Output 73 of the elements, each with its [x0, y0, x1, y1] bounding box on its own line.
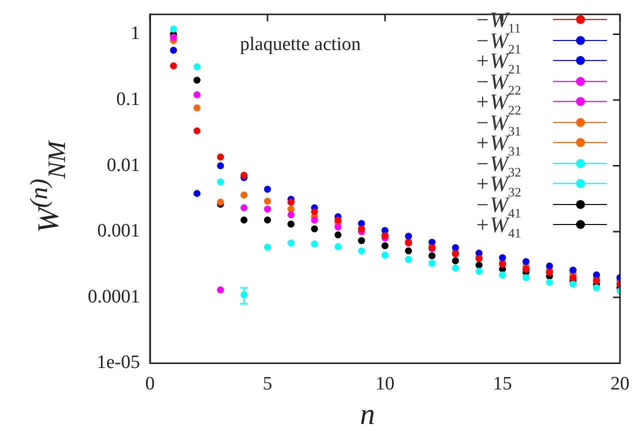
point: [240, 204, 248, 212]
point: [428, 238, 436, 246]
point: [452, 264, 459, 272]
point: [217, 162, 224, 170]
point: [170, 62, 177, 70]
point: [194, 104, 200, 112]
point: [334, 216, 342, 224]
point: [264, 206, 271, 213]
point: [288, 220, 294, 228]
point: [288, 240, 294, 247]
point: [428, 260, 436, 267]
point: [264, 186, 271, 193]
point: [358, 237, 365, 244]
point: [170, 26, 177, 32]
point: [452, 257, 459, 264]
point: [217, 178, 224, 186]
point: [476, 268, 482, 275]
x-tick-label: 5: [262, 374, 272, 395]
point: [405, 232, 412, 240]
annotation: plaquette action: [240, 34, 361, 56]
point: [334, 231, 342, 238]
x-tick-label: 15: [493, 374, 512, 395]
point: [264, 244, 271, 251]
point: [194, 127, 200, 134]
point: [452, 244, 459, 252]
point: [522, 274, 530, 282]
point: [405, 247, 412, 254]
y-tick-label: 1e-05: [96, 352, 140, 374]
point: [240, 192, 248, 198]
y-tick-label: 0.01: [106, 154, 140, 176]
point: [593, 284, 600, 292]
point: [334, 223, 342, 230]
point: [382, 252, 388, 259]
point: [546, 262, 553, 270]
point: [570, 266, 576, 274]
point: [311, 225, 318, 232]
point: [358, 247, 365, 254]
point: [311, 216, 318, 224]
point: [570, 280, 576, 288]
y-tick-label: 1: [130, 23, 140, 44]
point: [240, 172, 248, 179]
point: [382, 242, 388, 250]
x-tick-label: 20: [610, 374, 630, 395]
point: [217, 154, 224, 161]
point: [405, 256, 412, 263]
point: [194, 76, 200, 84]
point: [499, 254, 506, 262]
point: [288, 198, 294, 206]
point: [217, 286, 224, 294]
point: [288, 211, 294, 218]
point: [194, 63, 200, 70]
point: [499, 271, 506, 278]
point: [546, 278, 553, 286]
point: [522, 258, 530, 266]
point: [334, 243, 342, 250]
point: [428, 252, 436, 260]
y-tick-label: 0.0001: [88, 286, 140, 308]
point: [476, 262, 482, 269]
point: [288, 206, 294, 213]
point: [311, 240, 318, 248]
point: [264, 216, 271, 224]
point: [240, 216, 248, 224]
point: [194, 91, 200, 98]
point: [170, 46, 177, 54]
x-axis-title: n: [360, 398, 375, 432]
point: [264, 198, 271, 205]
point: [311, 208, 318, 216]
y-tick-label: 0.1: [116, 88, 140, 110]
point: [170, 34, 177, 41]
x-tick-label: 10: [376, 374, 394, 395]
y-tick-label: 0.001: [97, 220, 140, 242]
point: [194, 190, 200, 197]
x-tick-label: 0: [145, 374, 155, 395]
